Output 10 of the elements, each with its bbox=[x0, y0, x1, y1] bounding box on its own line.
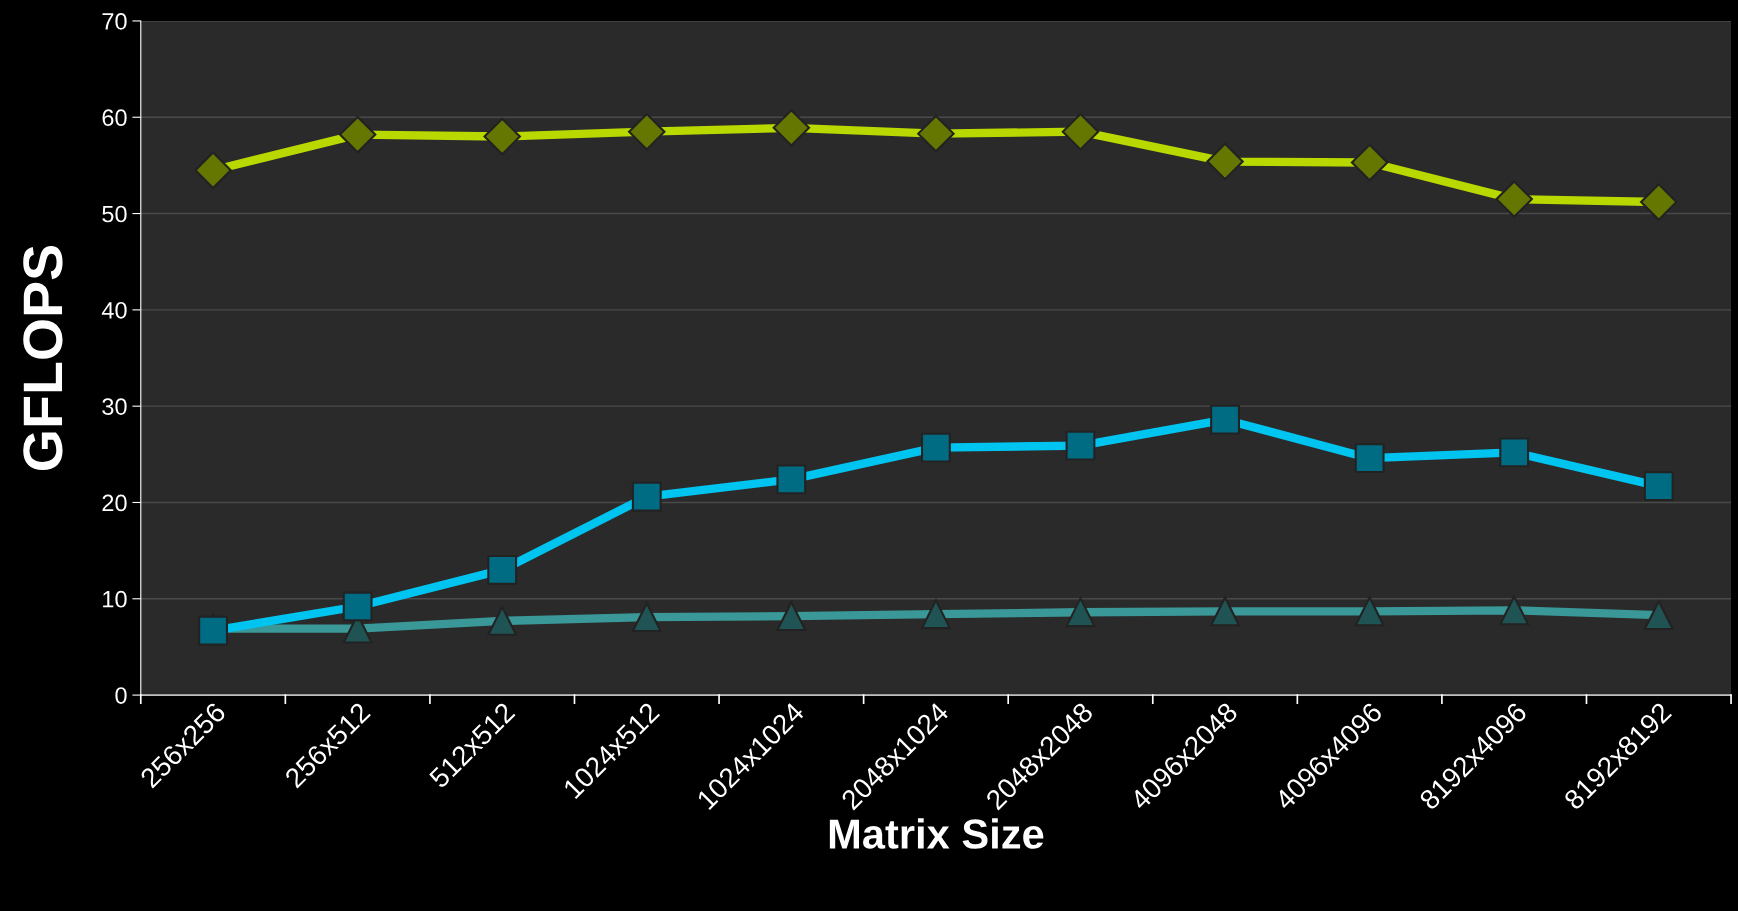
y-axis-title: GFLOPS bbox=[23, 245, 63, 470]
y-tick-label: 10 bbox=[103, 590, 127, 608]
x-axis-title: Matrix Size bbox=[829, 818, 1044, 849]
y-tick-label: 50 bbox=[102, 205, 127, 223]
y-tick-label: 40 bbox=[101, 301, 127, 319]
y-tick-label: 60 bbox=[102, 109, 127, 127]
y-tick-label: 30 bbox=[102, 398, 127, 415]
y-tick-label: 70 bbox=[102, 13, 127, 30]
y-tick-label: 0 bbox=[115, 687, 127, 704]
y-tick-label: 20 bbox=[102, 494, 127, 512]
